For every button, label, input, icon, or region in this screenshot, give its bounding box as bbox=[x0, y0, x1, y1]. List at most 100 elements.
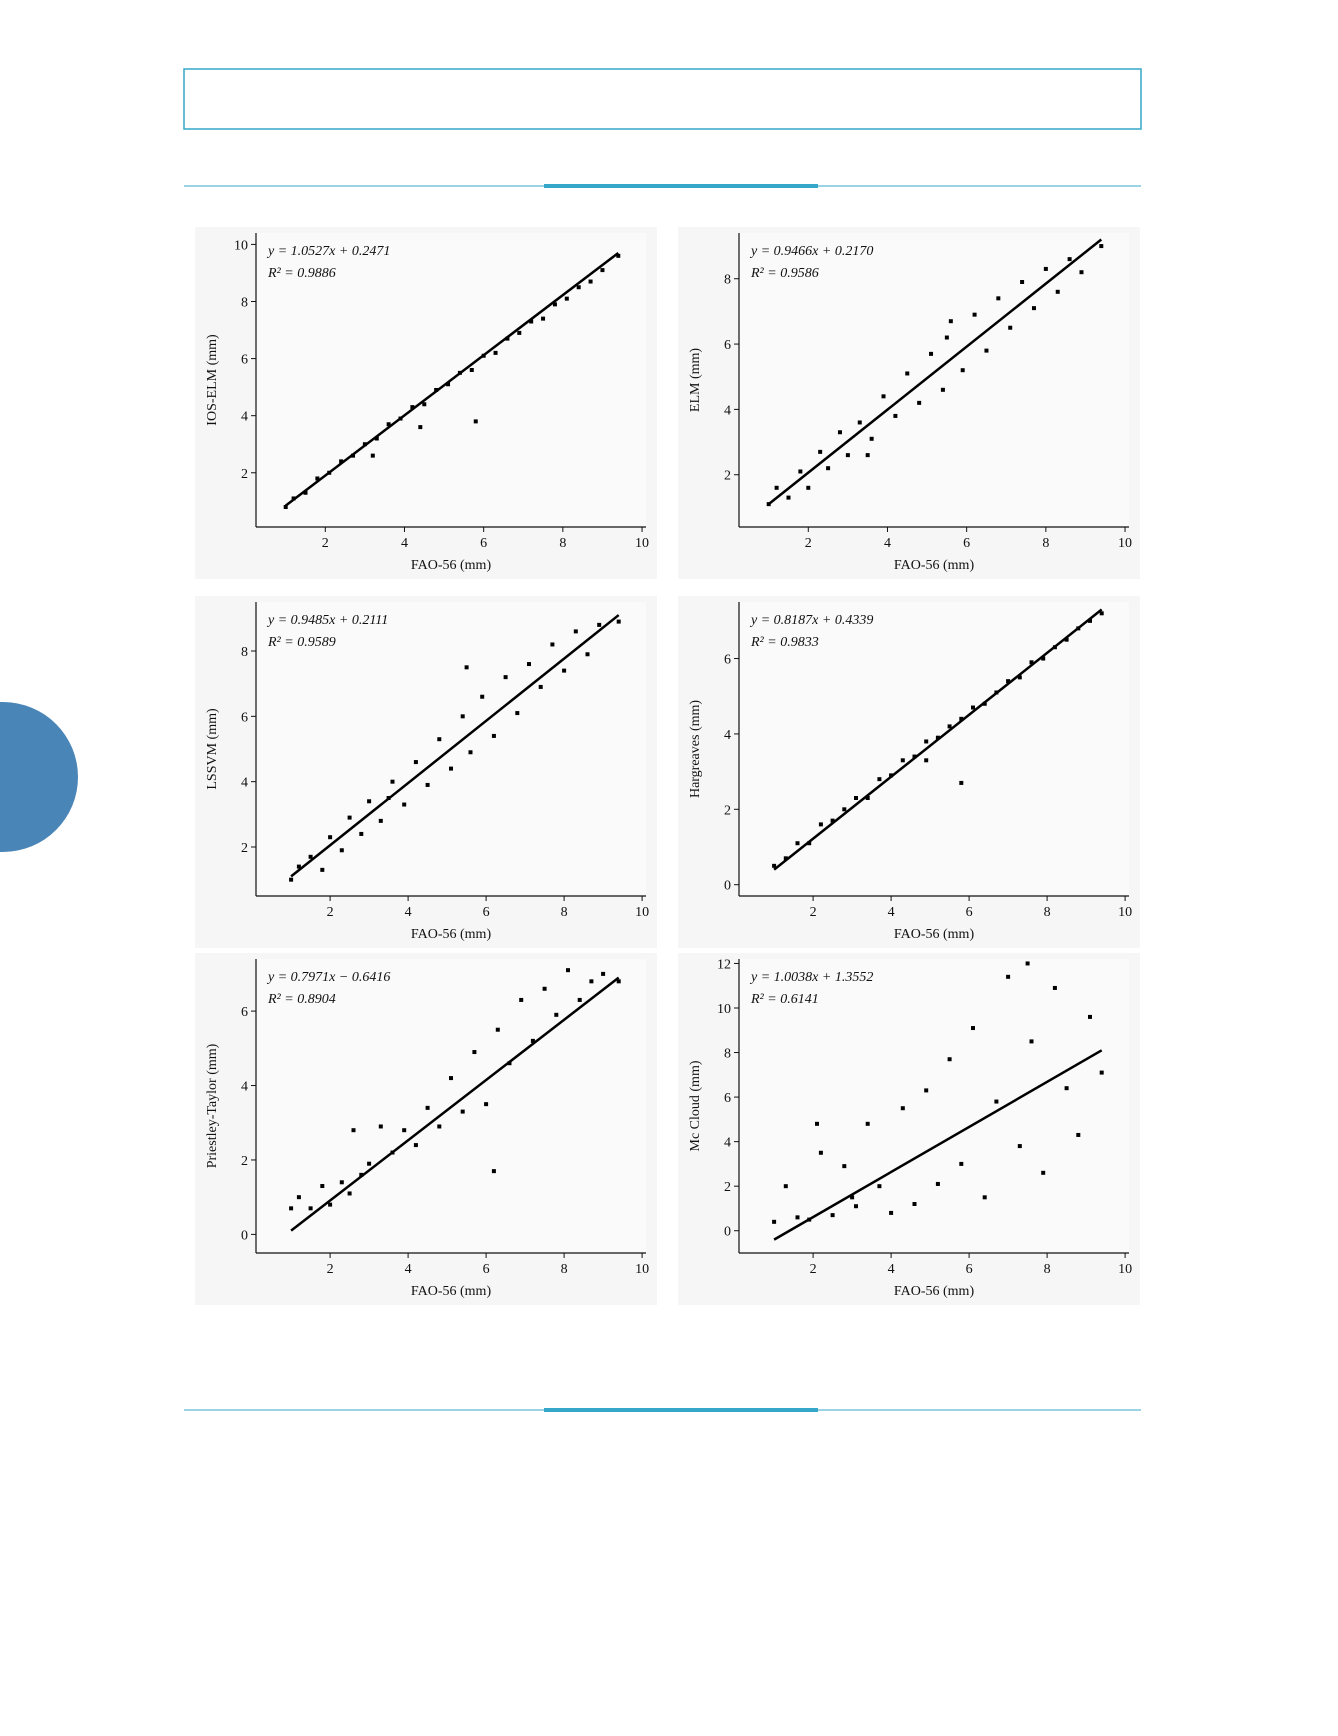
y-tick-label: 2 bbox=[241, 467, 248, 482]
x-axis-label: FAO-56 (mm) bbox=[894, 558, 975, 573]
x-tick-label: 4 bbox=[884, 536, 891, 551]
data-point bbox=[550, 642, 555, 647]
x-tick-label: 10 bbox=[1118, 1262, 1132, 1277]
data-point bbox=[289, 877, 294, 882]
data-point bbox=[912, 754, 917, 759]
data-point bbox=[772, 863, 777, 868]
data-point bbox=[585, 652, 590, 657]
data-point bbox=[469, 368, 474, 373]
data-point bbox=[984, 348, 989, 353]
data-point bbox=[1088, 618, 1092, 623]
data-point bbox=[826, 466, 831, 471]
data-point bbox=[940, 387, 945, 392]
x-tick-label: 6 bbox=[483, 905, 490, 920]
data-point bbox=[449, 1076, 453, 1081]
data-point bbox=[960, 368, 965, 373]
data-point bbox=[491, 1169, 496, 1174]
data-point bbox=[527, 662, 531, 667]
data-point bbox=[830, 818, 835, 823]
data-point bbox=[351, 1128, 356, 1133]
data-point bbox=[308, 1206, 313, 1211]
data-point bbox=[1099, 244, 1104, 249]
data-point bbox=[347, 815, 352, 820]
data-point bbox=[786, 495, 791, 500]
x-tick-label: 8 bbox=[561, 1262, 568, 1277]
plot-area bbox=[739, 233, 1129, 527]
data-point bbox=[774, 485, 779, 490]
x-tick-label: 8 bbox=[1042, 536, 1049, 551]
data-point bbox=[616, 619, 621, 624]
x-tick-label: 8 bbox=[1044, 1262, 1051, 1277]
x-tick-label: 10 bbox=[635, 1262, 649, 1277]
data-point bbox=[854, 1204, 858, 1209]
y-tick-label: 8 bbox=[724, 273, 731, 288]
data-point bbox=[994, 1099, 999, 1104]
x-tick-label: 8 bbox=[1044, 905, 1051, 920]
y-tick-label: 4 bbox=[724, 1136, 731, 1151]
data-point bbox=[517, 330, 522, 335]
r-squared: R² = 0.8904 bbox=[267, 992, 336, 1007]
data-point bbox=[386, 422, 391, 427]
data-point bbox=[881, 394, 886, 399]
x-tick-label: 2 bbox=[327, 905, 334, 920]
data-point bbox=[378, 1124, 383, 1129]
data-point bbox=[402, 802, 407, 807]
data-point bbox=[818, 1150, 823, 1155]
data-point bbox=[912, 1202, 917, 1206]
data-point bbox=[541, 316, 546, 321]
data-point bbox=[865, 796, 870, 800]
data-point bbox=[842, 807, 847, 812]
data-point bbox=[464, 665, 469, 670]
data-point bbox=[449, 766, 453, 771]
data-point bbox=[947, 724, 952, 729]
data-point bbox=[795, 1215, 800, 1220]
data-point bbox=[1064, 637, 1069, 642]
data-point bbox=[597, 622, 602, 627]
data-point bbox=[905, 371, 910, 376]
r-squared: R² = 0.6141 bbox=[750, 992, 819, 1007]
header-box bbox=[183, 68, 1142, 130]
data-point bbox=[948, 319, 953, 324]
data-point bbox=[538, 684, 543, 689]
data-point bbox=[473, 419, 478, 424]
data-point bbox=[530, 1038, 535, 1043]
data-point bbox=[437, 737, 442, 742]
x-tick-label: 6 bbox=[966, 905, 973, 920]
data-point bbox=[924, 1088, 929, 1093]
x-axis-label: FAO-56 (mm) bbox=[894, 927, 975, 942]
regression-equation: y = 0.9466x + 0.2170 bbox=[749, 244, 873, 259]
y-tick-label: 2 bbox=[241, 841, 248, 856]
data-point bbox=[869, 436, 874, 441]
data-point bbox=[1041, 656, 1046, 661]
chart: 0 2 4 6 8 10 12 2 4 6 8 10 FAO-56 (mm) Mc Cloud (mm) y… bbox=[678, 953, 1140, 1305]
data-point bbox=[493, 350, 498, 355]
x-tick-label: 10 bbox=[635, 536, 649, 551]
data-point bbox=[865, 1121, 870, 1126]
data-point bbox=[328, 1202, 333, 1207]
data-point bbox=[971, 705, 975, 710]
data-point bbox=[495, 1027, 500, 1032]
data-point bbox=[830, 1213, 835, 1218]
chart: 2 4 6 8 10 2 4 6 8 10 FAO-56 (mm) IOS-ELM (mm) y = 1… bbox=[195, 227, 657, 579]
y-tick-label: 4 bbox=[241, 410, 248, 425]
y-tick-label: 6 bbox=[241, 1005, 248, 1020]
data-point bbox=[410, 405, 415, 410]
x-tick-label: 4 bbox=[888, 1262, 895, 1277]
x-tick-label: 2 bbox=[810, 905, 817, 920]
data-point bbox=[588, 279, 593, 284]
data-point bbox=[339, 1180, 344, 1185]
data-point bbox=[616, 253, 621, 258]
data-point bbox=[491, 733, 496, 738]
data-point bbox=[806, 485, 811, 490]
x-tick-label: 2 bbox=[322, 536, 329, 551]
y-tick-label: 6 bbox=[724, 1091, 731, 1106]
data-point bbox=[845, 453, 850, 458]
x-tick-label: 2 bbox=[805, 536, 812, 551]
data-point bbox=[289, 1206, 294, 1211]
data-point bbox=[367, 1161, 372, 1166]
data-point bbox=[573, 629, 578, 634]
data-point bbox=[1008, 325, 1013, 330]
y-tick-label: 4 bbox=[241, 1080, 248, 1095]
x-tick-label: 10 bbox=[1118, 905, 1132, 920]
